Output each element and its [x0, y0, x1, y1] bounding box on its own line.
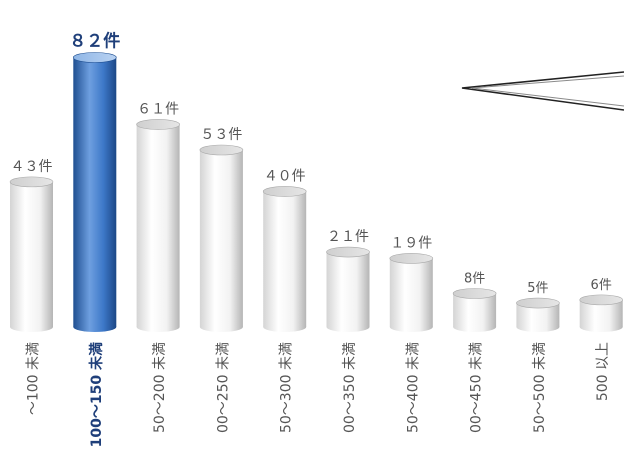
bar-base: [263, 322, 307, 332]
bar-base: [516, 322, 560, 332]
bar-top: [452, 288, 497, 299]
bar: [262, 186, 307, 332]
bar-body: [73, 57, 117, 328]
category-label: 00～250 未満: [215, 342, 231, 433]
category-label: 00～450 未満: [469, 342, 485, 433]
bar-top: [73, 52, 117, 63]
bar-base: [453, 322, 497, 332]
category-label: 00～350 未満: [342, 342, 358, 433]
bar-base: [326, 322, 370, 332]
bar: [136, 119, 180, 332]
value-label: 8件: [464, 271, 485, 286]
bar-body: [136, 124, 180, 327]
value-label: ２１件: [327, 229, 369, 245]
bar-body: [10, 181, 53, 327]
bar: [452, 288, 497, 332]
callout-pointer: [461, 71, 624, 111]
bar-body: [326, 252, 370, 327]
bar: [9, 176, 54, 332]
bar-base: [199, 322, 243, 332]
bar-top: [262, 186, 307, 197]
bar-base: [579, 322, 623, 332]
bar-base: [136, 322, 180, 332]
bar-base: [10, 322, 53, 332]
bar: [516, 297, 560, 332]
value-labels-layer: ４３件 ８２件 ６１件 ５３件 ４０件 ２１件 １９件 8件 5件 6件: [11, 31, 612, 297]
bar-base: [73, 322, 117, 332]
bar-body: [389, 258, 433, 327]
value-label: ５３件: [200, 127, 242, 143]
value-label: ４３件: [11, 159, 53, 175]
value-label: 5件: [527, 281, 548, 296]
category-label: 500 以上: [595, 342, 611, 401]
bar: [73, 52, 117, 332]
bar: [579, 294, 624, 332]
category-labels-layer: ～100 未満 100～150 未満 50～200 未満 00～250 未満 50～30…: [26, 342, 612, 447]
bar: [389, 253, 434, 332]
value-label: ４０件: [264, 168, 306, 184]
category-label: 50～200 未満: [152, 342, 168, 433]
bar-body: [199, 149, 243, 327]
category-label: 50～400 未満: [405, 342, 421, 433]
category-label: ～100 未満: [26, 342, 42, 415]
category-label: 50～300 未満: [279, 342, 295, 433]
value-label: ６１件: [137, 101, 179, 117]
value-label: １９件: [390, 235, 432, 251]
bar-top: [326, 246, 370, 258]
bars-layer: [9, 52, 624, 332]
bar: [199, 144, 244, 332]
value-label: ８２件: [69, 31, 120, 52]
bar-top: [199, 144, 244, 156]
bar-top: [136, 119, 180, 130]
bar-body: [516, 303, 560, 327]
bar: [326, 246, 370, 332]
bar-body: [263, 191, 307, 327]
bar-top: [9, 176, 54, 188]
bar-top: [516, 297, 560, 309]
bar-body: [453, 293, 497, 327]
category-label: 100～150 未満: [88, 342, 105, 447]
category-label: 50～500 未満: [532, 342, 548, 433]
bar-top: [579, 294, 624, 306]
bar-base: [389, 322, 433, 332]
value-label: 6件: [591, 278, 612, 293]
bar-top: [389, 253, 434, 264]
